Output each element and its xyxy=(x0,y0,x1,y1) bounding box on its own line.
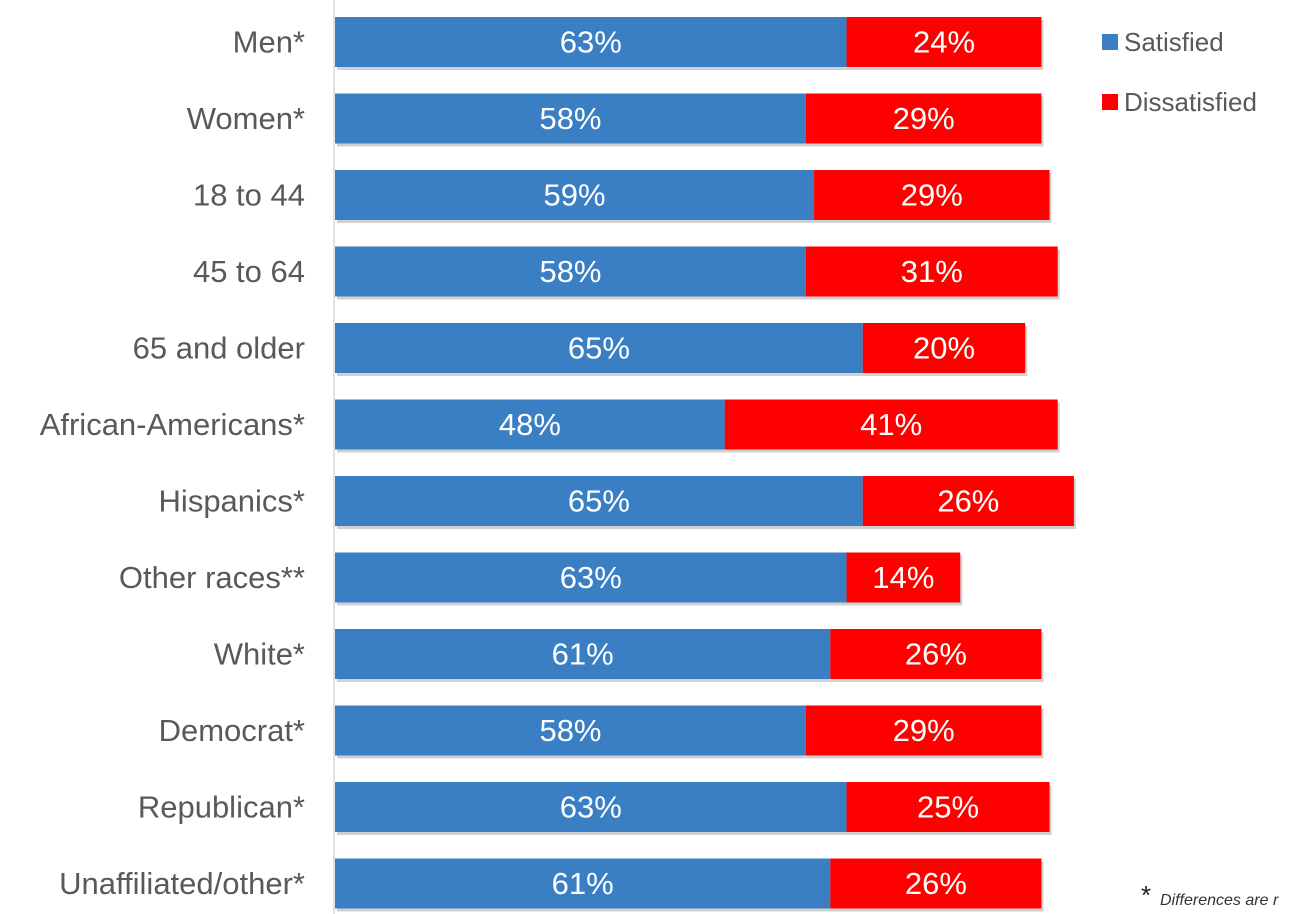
data-label-dissatisfied: 29% xyxy=(901,178,963,213)
data-label-satisfied: 59% xyxy=(544,178,606,213)
legend-label: Satisfied xyxy=(1124,27,1224,57)
category-label: Men* xyxy=(233,25,305,60)
data-label-satisfied: 65% xyxy=(568,484,630,519)
data-label-dissatisfied: 26% xyxy=(905,866,967,901)
data-label-dissatisfied: 41% xyxy=(860,407,922,442)
data-label-satisfied: 65% xyxy=(568,331,630,366)
bar-satisfied xyxy=(335,399,725,450)
data-label-satisfied: 63% xyxy=(560,790,622,825)
data-label-dissatisfied: 24% xyxy=(913,25,975,60)
data-label-satisfied: 61% xyxy=(552,866,614,901)
data-label-dissatisfied: 14% xyxy=(872,560,934,595)
bar-dissatisfied xyxy=(830,629,1042,679)
bar-satisfied xyxy=(335,17,847,67)
bar-dissatisfied xyxy=(805,246,1058,297)
footnote-mark: * xyxy=(1141,880,1151,910)
data-label-dissatisfied: 29% xyxy=(893,713,955,748)
category-label: Hispanics* xyxy=(159,484,305,519)
data-label-satisfied: 61% xyxy=(552,637,614,672)
data-label-satisfied: 58% xyxy=(539,713,601,748)
category-axis: Men* Women* 18 to 44 45 to 64 65 and older Af… xyxy=(40,0,335,914)
bar-satisfied xyxy=(335,552,847,603)
data-label-dissatisfied: 25% xyxy=(917,790,979,825)
data-label-dissatisfied: 26% xyxy=(937,484,999,519)
category-label: 18 to 44 xyxy=(193,178,305,213)
category-label: African-Americans* xyxy=(40,407,305,442)
legend: Satisfied Dissatisfied xyxy=(1102,27,1257,117)
category-label: Republican* xyxy=(138,790,305,825)
data-label-dissatisfied: 26% xyxy=(905,637,967,672)
bar-dissatisfied xyxy=(814,170,1050,220)
data-label-satisfied: 63% xyxy=(560,25,622,60)
category-label: 65 and older xyxy=(133,331,305,366)
footnote: * Differences are r xyxy=(1141,880,1279,910)
bar-dissatisfied xyxy=(846,552,961,603)
legend-swatch xyxy=(1102,34,1118,50)
bar-satisfied xyxy=(335,858,831,909)
bar-satisfied xyxy=(335,782,847,832)
category-label: 45 to 64 xyxy=(193,254,305,289)
bar-satisfied xyxy=(335,476,863,526)
category-label: White* xyxy=(214,637,305,672)
bar-dissatisfied xyxy=(805,93,1042,144)
data-label-satisfied: 63% xyxy=(560,560,622,595)
footnote-text: Differences are r xyxy=(1160,892,1279,909)
data-label-dissatisfied: 20% xyxy=(913,331,975,366)
category-label: Unaffiliated/other* xyxy=(59,866,305,901)
bar-dissatisfied xyxy=(862,476,1074,526)
legend-swatch xyxy=(1102,94,1118,110)
data-label-dissatisfied: 29% xyxy=(893,101,955,136)
category-label: Democrat* xyxy=(159,713,305,748)
category-label: Women* xyxy=(187,101,305,136)
legend-label: Dissatisfied xyxy=(1124,87,1257,117)
bar-satisfied xyxy=(335,246,806,297)
bar-dissatisfied xyxy=(805,705,1042,756)
bar-satisfied xyxy=(335,323,863,373)
bar-satisfied xyxy=(335,93,806,144)
bars: 63% 24% 58% 29% 59% 29% 58% 31% 65% 20% 48% 41% 65% 2… xyxy=(335,17,1076,912)
bar-dissatisfied xyxy=(846,17,1042,67)
category-label: Other races** xyxy=(119,560,305,595)
bar-satisfied xyxy=(335,170,815,220)
bar-dissatisfied xyxy=(830,858,1042,909)
bar-dissatisfied xyxy=(724,399,1058,450)
data-label-satisfied: 58% xyxy=(539,254,601,289)
bar-satisfied xyxy=(335,705,806,756)
bar-dissatisfied xyxy=(846,782,1050,832)
data-label-dissatisfied: 31% xyxy=(901,254,963,289)
data-label-satisfied: 58% xyxy=(539,101,601,136)
bar-satisfied xyxy=(335,629,831,679)
bar-dissatisfied xyxy=(862,323,1026,373)
data-label-satisfied: 48% xyxy=(499,407,561,442)
